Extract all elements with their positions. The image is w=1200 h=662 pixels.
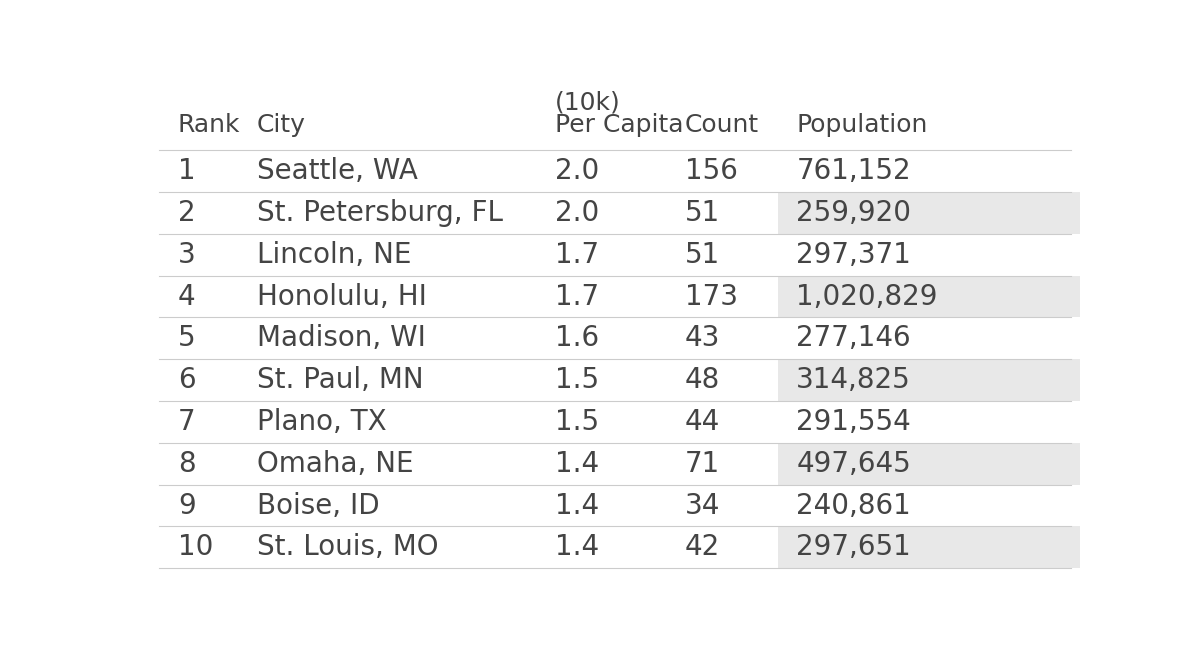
Text: 34: 34 [685, 492, 720, 520]
Text: Seattle, WA: Seattle, WA [257, 157, 418, 185]
Text: 291,554: 291,554 [797, 408, 911, 436]
Text: 4: 4 [178, 283, 196, 310]
Text: 2: 2 [178, 199, 196, 227]
Text: 71: 71 [685, 449, 720, 478]
Bar [778, 275, 1080, 318]
Text: 1.7: 1.7 [554, 283, 599, 310]
Text: Population: Population [797, 113, 928, 137]
Text: 3: 3 [178, 241, 196, 269]
Text: 240,861: 240,861 [797, 492, 911, 520]
Text: 6: 6 [178, 366, 196, 394]
Text: Per Capita: Per Capita [554, 113, 683, 137]
Text: (10k): (10k) [554, 91, 620, 115]
Text: 1.4: 1.4 [554, 449, 599, 478]
Text: Omaha, NE: Omaha, NE [257, 449, 414, 478]
Text: 1.5: 1.5 [554, 408, 599, 436]
Text: 51: 51 [685, 199, 720, 227]
Text: 1.6: 1.6 [554, 324, 599, 352]
Bar [778, 443, 1080, 485]
Text: 2.0: 2.0 [554, 199, 599, 227]
Text: 9: 9 [178, 492, 196, 520]
Text: Count: Count [685, 113, 758, 137]
Text: 497,645: 497,645 [797, 449, 911, 478]
Text: 314,825: 314,825 [797, 366, 911, 394]
Text: 8: 8 [178, 449, 196, 478]
Text: St. Louis, MO: St. Louis, MO [257, 534, 438, 561]
Text: 259,920: 259,920 [797, 199, 911, 227]
Text: 5: 5 [178, 324, 196, 352]
Text: Honolulu, HI: Honolulu, HI [257, 283, 427, 310]
Text: 277,146: 277,146 [797, 324, 911, 352]
Bar [778, 526, 1080, 568]
Text: 156: 156 [685, 157, 738, 185]
Text: St. Petersburg, FL: St. Petersburg, FL [257, 199, 503, 227]
Text: 297,651: 297,651 [797, 534, 911, 561]
Text: 48: 48 [685, 366, 720, 394]
Text: Rank: Rank [178, 113, 240, 137]
Text: 42: 42 [685, 534, 720, 561]
Text: 43: 43 [685, 324, 720, 352]
Text: 173: 173 [685, 283, 738, 310]
Text: Lincoln, NE: Lincoln, NE [257, 241, 412, 269]
Text: 7: 7 [178, 408, 196, 436]
Text: Plano, TX: Plano, TX [257, 408, 386, 436]
Text: 1: 1 [178, 157, 196, 185]
Text: 1.4: 1.4 [554, 492, 599, 520]
Text: 1.4: 1.4 [554, 534, 599, 561]
Text: 1.5: 1.5 [554, 366, 599, 394]
Text: 1.7: 1.7 [554, 241, 599, 269]
Text: 761,152: 761,152 [797, 157, 911, 185]
Text: 10: 10 [178, 534, 214, 561]
Text: 44: 44 [685, 408, 720, 436]
Text: 2.0: 2.0 [554, 157, 599, 185]
Bar [778, 192, 1080, 234]
Text: 297,371: 297,371 [797, 241, 911, 269]
Bar [778, 359, 1080, 401]
Text: City: City [257, 113, 306, 137]
Text: Boise, ID: Boise, ID [257, 492, 379, 520]
Text: 51: 51 [685, 241, 720, 269]
Text: 1,020,829: 1,020,829 [797, 283, 938, 310]
Text: St. Paul, MN: St. Paul, MN [257, 366, 424, 394]
Text: Madison, WI: Madison, WI [257, 324, 426, 352]
